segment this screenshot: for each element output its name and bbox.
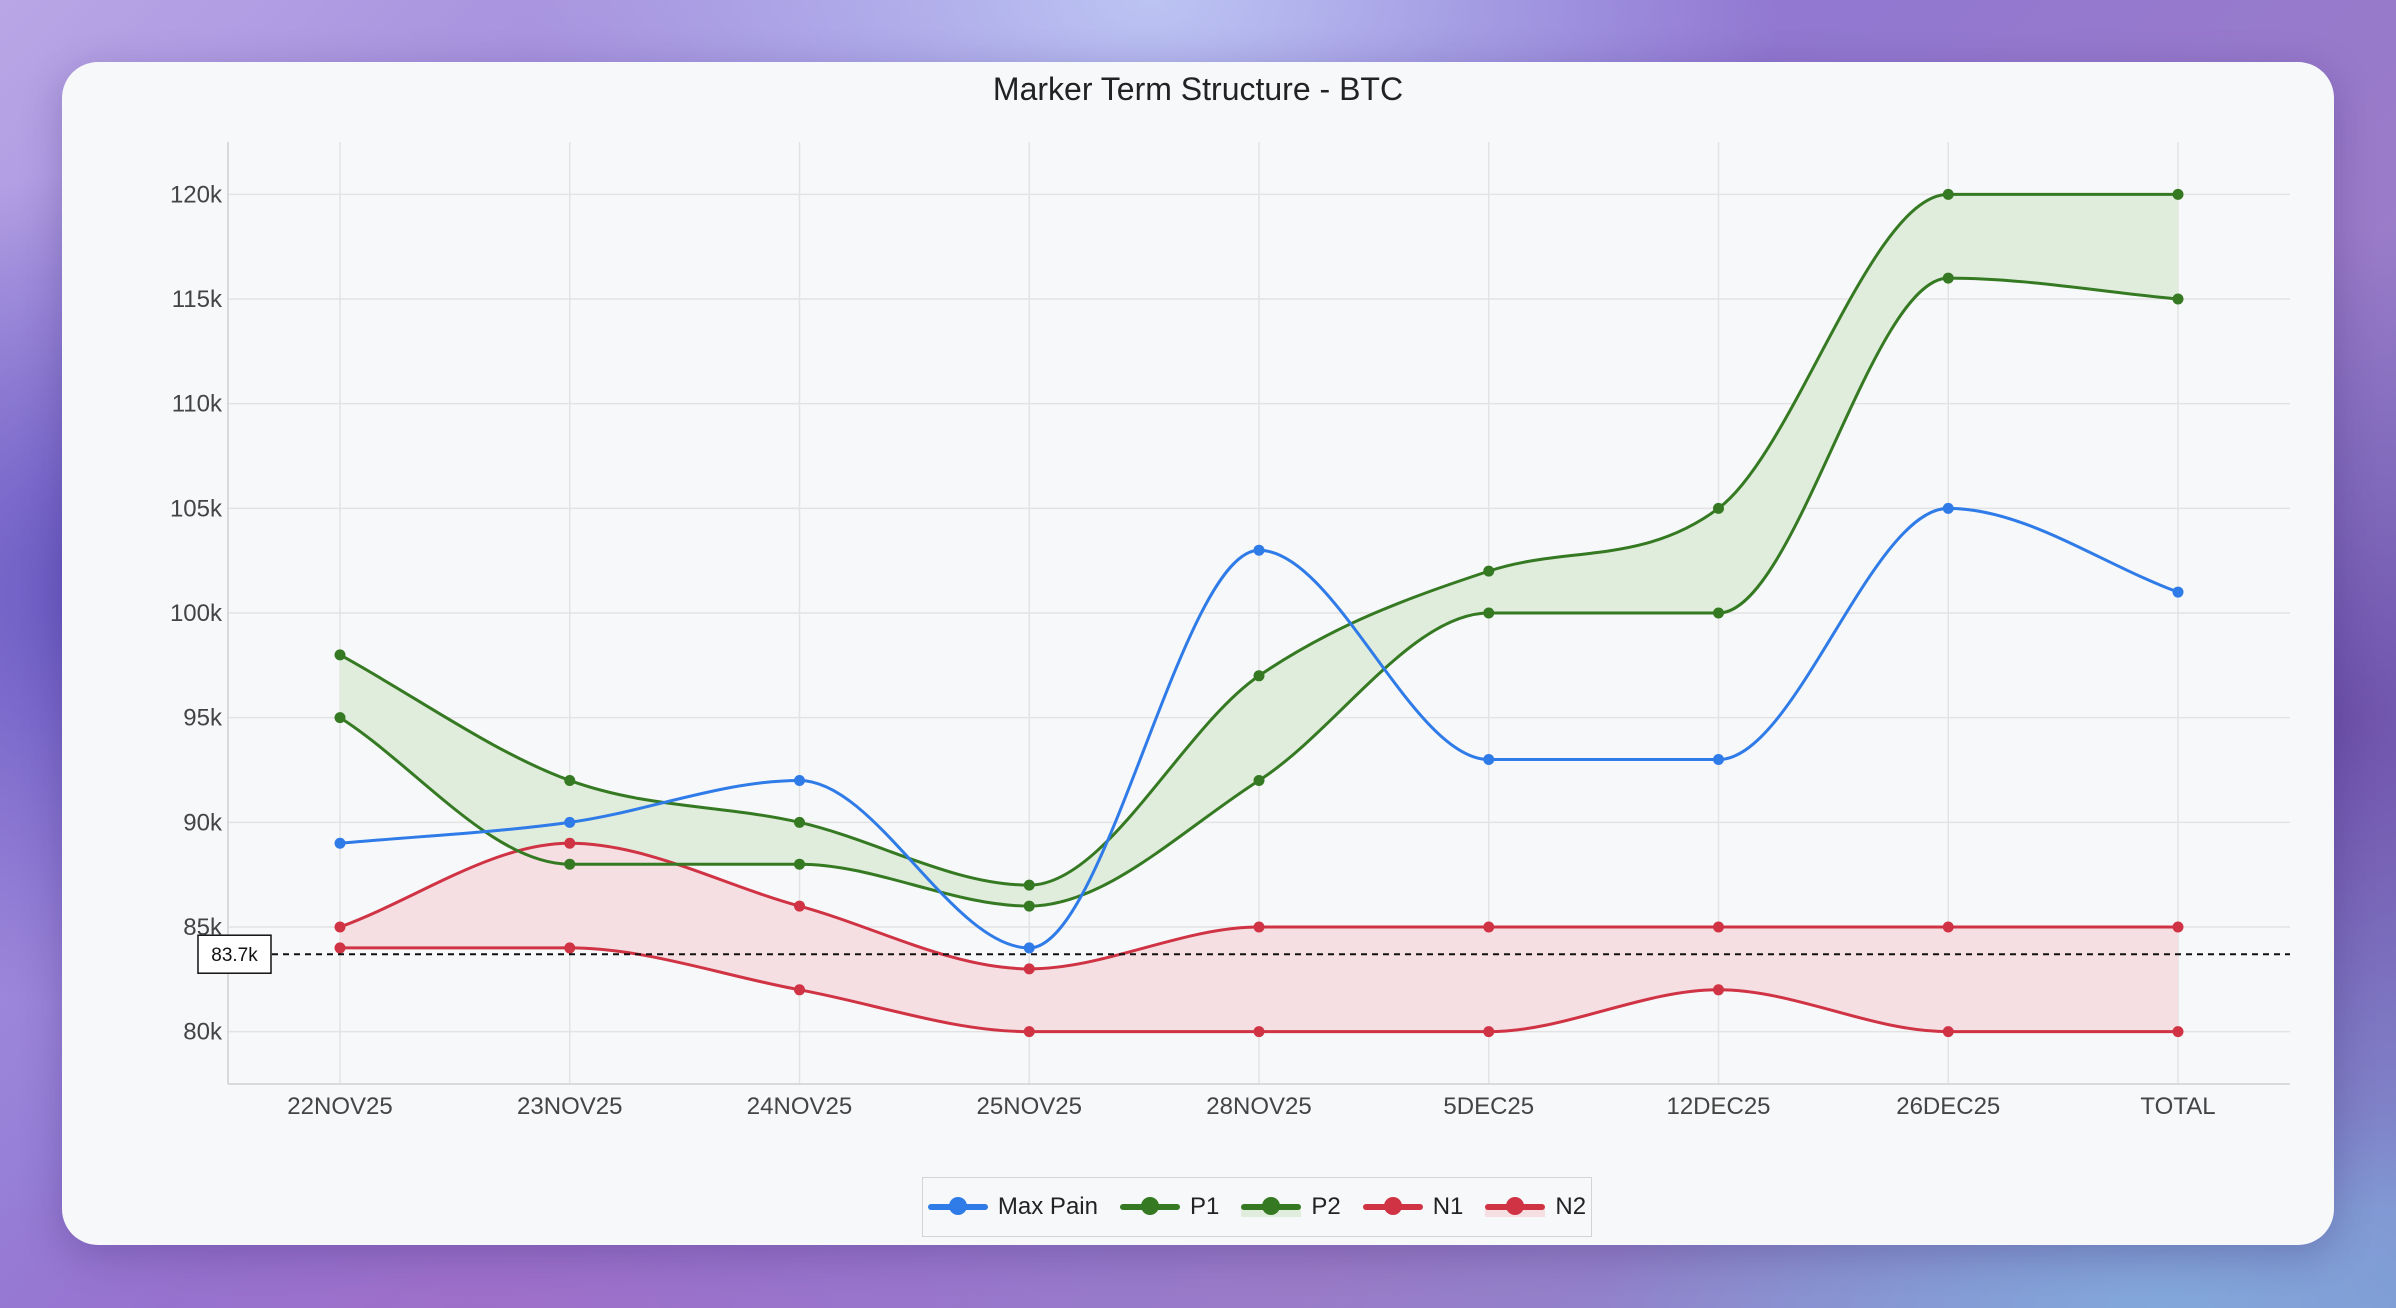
data-point-p1 [2172,293,2184,305]
x-tick-label: 28NOV25 [1206,1093,1311,1120]
legend-item-p1[interactable]: P1 [1119,1193,1220,1221]
data-point-p1 [334,712,346,724]
data-point-p1 [1483,607,1495,619]
data-point-max-pain [1483,754,1495,766]
data-point-p2 [564,774,576,786]
legend-item-n1[interactable]: N1 [1362,1193,1464,1221]
data-point-n1 [1253,1026,1265,1038]
y-tick-label: 110k [172,391,223,418]
legend-swatch [1485,1197,1546,1217]
data-point-max-pain [1253,544,1265,556]
chart-card: Marker Term Structure - BTC 83.7k 80k 85k… [62,62,2334,1245]
data-point-n1 [1023,1026,1035,1038]
data-point-p2 [2172,188,2184,200]
p-band-fill [340,194,2178,907]
data-point-p2 [1713,502,1724,514]
axis-ticks: 80k 85k 90k 95k 100k 105k 110k 115k 120k 22NOV25 2… [170,181,2216,1120]
y-tick-label: 95k [183,705,223,732]
data-point-n2 [1713,921,1724,933]
y-tick-label: 100k [170,600,223,627]
series-line-p1 [339,276,2179,908]
data-point-p1 [1942,272,1954,284]
data-point-n1 [794,984,805,996]
y-tick-label: 85k [183,914,223,941]
x-tick-label: 12DEC25 [1666,1093,1770,1120]
data-point-max-pain [1713,754,1724,766]
x-tick-label: 24NOV25 [747,1093,852,1120]
x-tick-label: 26DEC25 [1896,1093,2000,1120]
x-tick-label: 5DEC25 [1443,1093,1534,1120]
data-point-max-pain [334,837,346,849]
data-point-n1 [2172,1026,2184,1038]
reference-label-box [197,934,272,974]
data-point-max-pain [794,774,805,786]
data-point-n2 [1942,921,1954,933]
data-point-n2 [334,921,346,933]
data-point-n2 [1023,963,1035,975]
data-point-max-pain [1942,502,1954,514]
data-point-max-pain [2172,586,2184,598]
x-tick-label: 22NOV25 [287,1093,392,1120]
legend-item-n2[interactable]: N2 [1485,1193,1586,1221]
legend-swatch [1362,1197,1423,1217]
data-point-n2 [1253,921,1265,933]
series-points [334,188,2184,1038]
x-tick-label: 25NOV25 [977,1093,1082,1120]
chart-title: Marker Term Structure - BTC [993,71,1403,107]
legend-dot-swatch [1262,1197,1281,1215]
data-point-p2 [1253,670,1265,682]
legend-item-max-pain[interactable]: Max Pain [927,1193,1098,1221]
y-tick-label: 120k [170,181,223,208]
data-point-p1 [1713,607,1724,619]
legend-label: P2 [1311,1193,1341,1220]
data-point-p2 [1023,879,1035,891]
y-tick-label: 90k [183,809,223,836]
legend-swatch [1119,1197,1180,1217]
x-tick-label: 23NOV25 [517,1093,622,1120]
reference-line-group: 83.7k [197,934,2290,974]
legend-label: Max Pain [997,1193,1098,1220]
legend: Max Pain P1 P2 N1 N2 [922,1177,1592,1237]
legend-label: N2 [1555,1193,1587,1220]
reference-label: 83.7k [211,945,258,966]
data-point-p2 [1483,565,1495,577]
legend-item-p2[interactable]: P2 [1241,1193,1341,1221]
data-point-n2 [794,900,805,912]
data-point-n1 [1483,1026,1495,1038]
y-tick-label: 80k [183,1019,223,1046]
legend-swatch [1241,1197,1302,1217]
data-point-n1 [564,942,576,954]
legend-dot-swatch [948,1197,967,1215]
y-tick-label: 115k [172,286,223,313]
data-point-p2 [334,649,346,661]
data-point-p1 [1023,900,1035,912]
data-point-p2 [794,816,805,828]
chart-canvas: Marker Term Structure - BTC 83.7k 80k 85k… [170,71,2290,1120]
data-point-n1 [1713,984,1724,996]
legend-swatch [927,1197,988,1217]
legend-dot-swatch [1506,1197,1525,1215]
legend-label: N1 [1432,1193,1464,1220]
data-point-n2 [564,837,576,849]
data-point-n1 [1942,1026,1954,1038]
legend-dot-swatch [1140,1197,1159,1215]
data-point-max-pain [1023,942,1035,954]
data-point-p2 [1942,188,1954,200]
data-point-max-pain [564,816,576,828]
data-point-n2 [2172,921,2184,933]
data-point-p1 [564,858,576,870]
data-point-p1 [1253,774,1265,786]
legend-dot-swatch [1383,1197,1402,1215]
data-point-n2 [1483,921,1495,933]
data-point-n1 [334,942,346,954]
legend-label: P1 [1189,1193,1220,1220]
x-tick-label: TOTAL [2140,1093,2215,1120]
y-tick-label: 105k [170,495,223,522]
data-point-p1 [794,858,805,870]
